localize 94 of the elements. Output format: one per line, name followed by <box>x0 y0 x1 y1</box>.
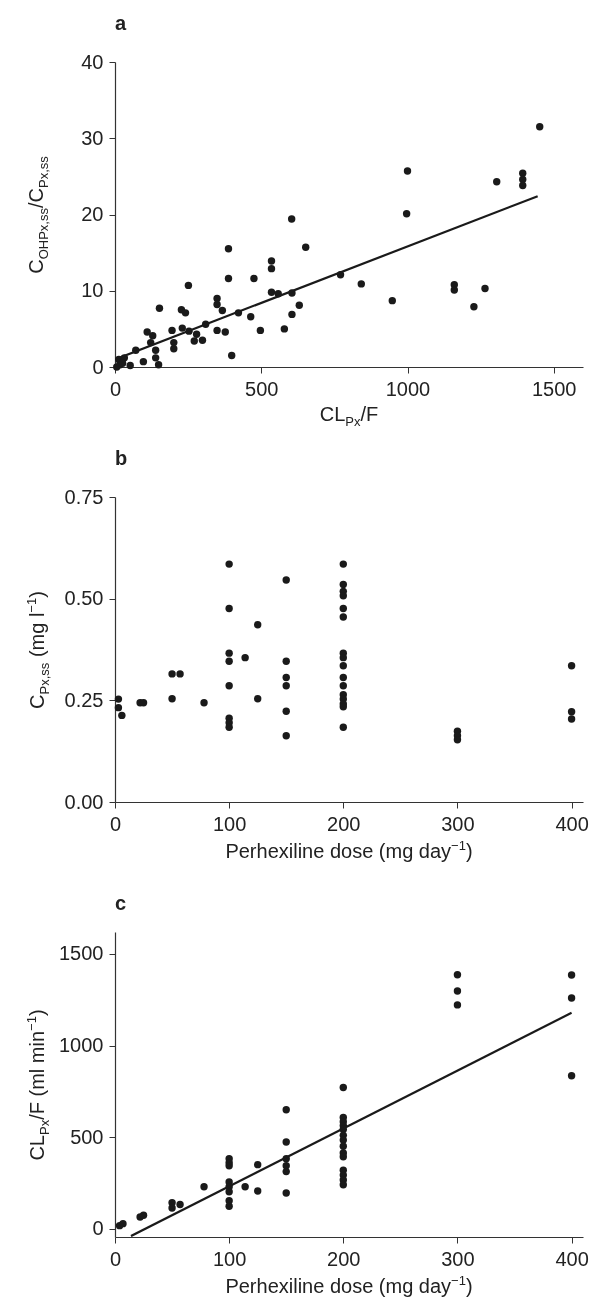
point <box>453 1001 462 1009</box>
x-tick-label: 100 <box>212 1247 247 1270</box>
point <box>282 576 290 584</box>
y-tick-label: 1000 <box>59 1034 104 1057</box>
point <box>282 732 290 740</box>
y-tick-label: 500 <box>70 1125 104 1148</box>
point <box>339 662 347 670</box>
point <box>253 620 262 629</box>
y-tick-label: 10 <box>81 279 104 302</box>
point <box>453 970 462 979</box>
x-tick-label: 0 <box>109 1247 122 1270</box>
x-axis-title: Perhexiline dose (mg day$^{−1}$) <box>225 838 473 863</box>
y-tick-label: 30 <box>81 126 104 149</box>
point <box>567 994 576 1002</box>
point <box>225 560 233 568</box>
point <box>114 703 123 712</box>
point <box>339 673 347 682</box>
x-axis-title: Perhexiline dose (mg day$^{−1}$) <box>225 1273 473 1298</box>
point <box>339 1142 347 1151</box>
y-tick-label: 0 <box>92 1217 104 1240</box>
y-tick-label: 0.00 <box>64 790 104 813</box>
point <box>176 1200 184 1209</box>
point <box>225 681 233 690</box>
x-tick-label: 400 <box>555 812 589 835</box>
point <box>453 987 462 995</box>
x-tick-label: 1500 <box>532 377 577 400</box>
y-tick-label: 0.25 <box>64 688 104 711</box>
point <box>567 662 576 670</box>
y-tick-label: 40 <box>81 50 104 73</box>
y-tick-label: 20 <box>81 203 104 225</box>
point <box>225 604 233 613</box>
x-tick-label: 0 <box>109 377 122 400</box>
point <box>567 715 576 723</box>
point <box>567 1072 576 1080</box>
point <box>339 592 347 600</box>
point <box>225 657 233 665</box>
point <box>119 1219 127 1228</box>
point <box>282 707 290 716</box>
point <box>200 699 208 707</box>
point <box>339 1181 347 1189</box>
point <box>339 613 347 621</box>
point <box>241 653 249 662</box>
point <box>225 1202 233 1210</box>
point <box>282 657 290 665</box>
point <box>225 723 233 731</box>
y-tick-label: 1500 <box>59 942 104 965</box>
point <box>114 695 123 703</box>
point <box>339 1153 347 1161</box>
point <box>339 723 347 731</box>
point <box>118 711 126 720</box>
point <box>168 1204 176 1212</box>
point <box>339 560 347 568</box>
x-tick-label: 500 <box>245 377 279 400</box>
point <box>453 736 462 744</box>
point <box>241 1183 249 1191</box>
point <box>339 681 347 690</box>
chart-title: b <box>115 447 128 469</box>
chart-title: a <box>115 12 127 34</box>
point <box>282 673 290 682</box>
chart-title: c <box>115 892 127 914</box>
point <box>200 1183 208 1191</box>
point <box>168 695 176 703</box>
point <box>282 1189 290 1197</box>
x-tick-label: 200 <box>327 812 361 835</box>
x-tick-label: 300 <box>441 1247 475 1270</box>
point <box>139 1211 148 1219</box>
x-tick-label: 100 <box>212 812 247 835</box>
point <box>339 1083 347 1092</box>
y-tick-label: 0.50 <box>64 587 104 610</box>
point <box>339 580 347 589</box>
x-tick-label: 400 <box>555 1247 589 1270</box>
point <box>225 649 233 657</box>
point <box>176 670 184 678</box>
y-tick-label: 0.75 <box>64 485 104 508</box>
x-tick-label: 1000 <box>385 377 431 400</box>
point <box>282 1167 290 1176</box>
point <box>168 670 176 678</box>
y-tick-label: 0 <box>92 355 104 378</box>
point <box>253 1187 262 1195</box>
point <box>253 1160 262 1169</box>
point <box>567 971 576 979</box>
point <box>339 1136 347 1144</box>
x-tick-label: 0 <box>109 812 122 835</box>
point <box>282 1138 290 1146</box>
point <box>253 695 262 703</box>
point <box>282 1105 290 1114</box>
point <box>225 1162 233 1170</box>
x-axis-title: CL$_{Px}$/F <box>319 403 379 429</box>
x-tick-label: 300 <box>441 812 475 835</box>
point <box>282 681 290 690</box>
point <box>339 604 347 613</box>
point <box>225 1188 233 1196</box>
x-tick-label: 200 <box>327 1247 361 1270</box>
point <box>567 708 576 716</box>
